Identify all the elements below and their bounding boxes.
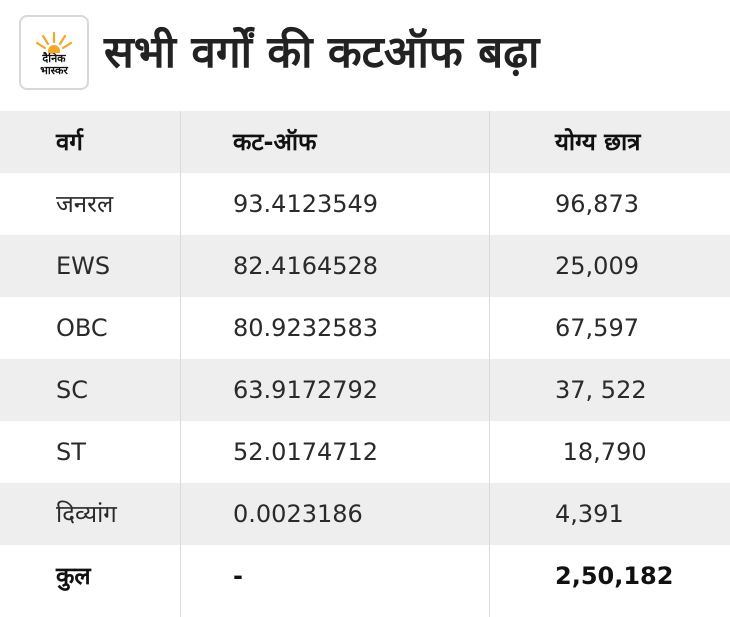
students-cell: 37, 522 — [555, 376, 647, 404]
header-category: वर्ग — [56, 128, 83, 156]
category-cell: SC — [56, 376, 88, 404]
cutoff-cell: 52.0174712 — [233, 438, 379, 466]
column-divider — [489, 111, 490, 617]
header-cutoff: कट-ऑफ — [233, 128, 317, 156]
category-cell: ST — [56, 438, 86, 466]
logo-line2: भास्कर — [40, 63, 68, 77]
category-cell: EWS — [56, 252, 111, 280]
logo-line1: दैनिक — [42, 51, 66, 65]
total-label: कुल — [56, 562, 91, 590]
students-cell: 4,391 — [555, 500, 624, 528]
cutoff-cell: 82.4164528 — [233, 252, 379, 280]
page-title: सभी वर्गों की कटऑफ बढ़ा — [104, 27, 540, 78]
table-row: OBC 80.9232583 67,597 — [0, 297, 730, 359]
cutoff-table: वर्ग कट-ऑफ योग्य छात्र जनरल 93.4123549 9… — [0, 111, 730, 617]
category-cell: OBC — [56, 314, 108, 342]
students-cell: 96,873 — [555, 190, 639, 218]
students-cell: 18,790 — [555, 438, 647, 466]
table-row: दिव्यांग 0.0023186 4,391 — [0, 483, 730, 545]
table-header-row: वर्ग कट-ऑफ योग्य छात्र — [0, 111, 730, 173]
students-cell: 25,009 — [555, 252, 639, 280]
header-eligible-students: योग्य छात्र — [555, 128, 641, 156]
table-row: जनरल 93.4123549 96,873 — [0, 173, 730, 235]
table-total-row: कुल - 2,50,182 — [0, 545, 730, 607]
total-cutoff: - — [233, 562, 243, 590]
dainik-bhaskar-logo: दैनिक भास्कर — [19, 15, 89, 90]
table-row: EWS 82.4164528 25,009 — [0, 235, 730, 297]
table-row: ST 52.0174712 18,790 — [0, 421, 730, 483]
cutoff-cell: 93.4123549 — [233, 190, 379, 218]
cutoff-cell: 80.9232583 — [233, 314, 379, 342]
sun-rays-icon — [34, 31, 74, 53]
cutoff-cell: 0.0023186 — [233, 500, 363, 528]
cutoff-cell: 63.9172792 — [233, 376, 379, 404]
category-cell: दिव्यांग — [56, 500, 117, 528]
students-cell: 67,597 — [555, 314, 639, 342]
total-students: 2,50,182 — [555, 562, 674, 590]
header: दैनिक भास्कर सभी वर्गों की कटऑफ बढ़ा — [0, 0, 730, 108]
category-cell: जनरल — [56, 190, 114, 218]
column-divider — [180, 111, 181, 617]
table-row: SC 63.9172792 37, 522 — [0, 359, 730, 421]
